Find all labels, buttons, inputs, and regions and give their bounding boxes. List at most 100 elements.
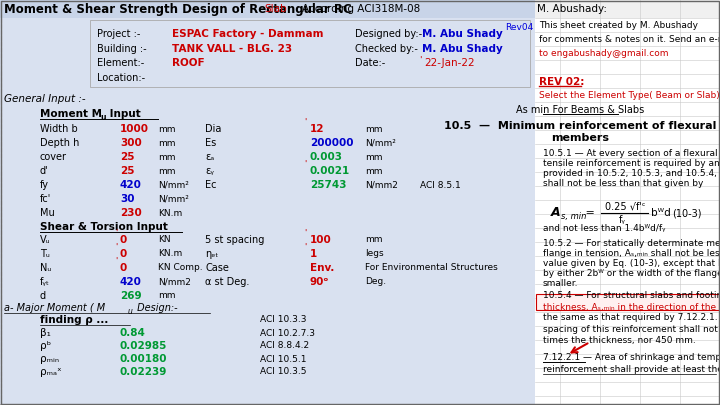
Text: 10.5.1 — At every section of a flexural member where: 10.5.1 — At every section of a flexural …: [543, 149, 720, 158]
Text: 0.003: 0.003: [310, 152, 343, 162]
Text: N/mm²: N/mm²: [158, 194, 189, 203]
Text: a- Major Moment ( M: a- Major Moment ( M: [4, 303, 105, 313]
Text: 90ᵒ: 90ᵒ: [310, 277, 329, 287]
Text: 300: 300: [120, 138, 142, 148]
Text: ': ': [304, 228, 306, 237]
Text: ACI 10.3.3: ACI 10.3.3: [260, 315, 307, 324]
Text: Slab: Slab: [264, 4, 287, 14]
Text: 0.84: 0.84: [120, 328, 146, 338]
Text: ACI 8.5.1: ACI 8.5.1: [420, 181, 461, 190]
Text: d: d: [40, 291, 46, 301]
Text: d': d': [40, 166, 49, 176]
Text: Width b: Width b: [40, 124, 78, 134]
Text: 5 st spacing: 5 st spacing: [205, 235, 264, 245]
Text: fᵧ: fᵧ: [619, 215, 626, 225]
Text: ROOF: ROOF: [172, 58, 204, 68]
Text: 10.5  —  Minimum reinforcement of flexural: 10.5 — Minimum reinforcement of flexural: [444, 121, 716, 131]
Text: flange in tension, Aₛ,ₘᵢₙ shall not be less than the: flange in tension, Aₛ,ₘᵢₙ shall not be l…: [543, 249, 720, 258]
Text: Depth h: Depth h: [40, 138, 79, 148]
Text: spacing of this reinforcement shall not exceed three: spacing of this reinforcement shall not …: [543, 324, 720, 333]
Text: by either 2bᵂ or the width of the flange, whichever is: by either 2bᵂ or the width of the flange…: [543, 269, 720, 277]
Text: mm: mm: [365, 235, 382, 245]
Text: s, min: s, min: [561, 213, 586, 222]
Text: (10-3): (10-3): [672, 208, 701, 218]
Text: Case: Case: [205, 263, 229, 273]
Text: 0.0021: 0.0021: [310, 166, 350, 176]
Text: ': ': [419, 55, 421, 64]
Text: fy: fy: [40, 180, 49, 190]
Text: Mu: Mu: [40, 208, 55, 218]
Text: Design:-: Design:-: [134, 303, 178, 313]
Text: fc': fc': [40, 194, 51, 204]
Text: ACI 10.2.7.3: ACI 10.2.7.3: [260, 328, 315, 337]
Text: M. Abu Shady: M. Abu Shady: [422, 44, 503, 54]
Text: mm: mm: [365, 166, 382, 175]
Text: 25: 25: [120, 166, 135, 176]
Text: KN Comp.: KN Comp.: [158, 264, 202, 273]
Text: Building :-: Building :-: [97, 44, 147, 54]
Text: and not less than 1.4bᵂd/fᵧ: and not less than 1.4bᵂd/fᵧ: [543, 224, 665, 232]
Text: 10.5.4 — For structural slabs and footings of uniform: 10.5.4 — For structural slabs and footin…: [543, 292, 720, 301]
Text: ρᵇ: ρᵇ: [40, 341, 51, 351]
Text: For Environmental Structures: For Environmental Structures: [365, 264, 498, 273]
Text: to engabushady@gmail.com: to engabushady@gmail.com: [539, 49, 668, 58]
Text: mm: mm: [158, 124, 176, 134]
Text: General Input :-: General Input :-: [4, 94, 86, 104]
Text: mm: mm: [158, 139, 176, 147]
Text: 1000: 1000: [120, 124, 149, 134]
Text: M. Abushady:: M. Abushady:: [537, 4, 607, 14]
Text: Dia: Dia: [205, 124, 221, 134]
Text: for comments & notes on it. Send an e-mail: for comments & notes on it. Send an e-ma…: [539, 36, 720, 45]
Text: 100: 100: [310, 235, 332, 245]
Text: times the thickness, nor 450 mm.: times the thickness, nor 450 mm.: [543, 335, 696, 345]
Text: 0: 0: [120, 263, 127, 273]
Text: Element:-: Element:-: [97, 58, 144, 68]
Text: Rev04: Rev04: [505, 23, 534, 32]
Text: Date:-: Date:-: [355, 58, 385, 68]
Text: As min For Beams & Slabs: As min For Beams & Slabs: [516, 105, 644, 115]
Text: N/mm2: N/mm2: [158, 277, 191, 286]
Text: 7.12.2.1 — Area of shrinkage and temperature: 7.12.2.1 — Area of shrinkage and tempera…: [543, 354, 720, 362]
Text: finding ρ ...: finding ρ ...: [40, 315, 109, 325]
Text: ESPAC Factory - Dammam: ESPAC Factory - Dammam: [172, 29, 323, 39]
Text: β₁: β₁: [40, 328, 51, 338]
Text: ACI 10.3.5: ACI 10.3.5: [260, 367, 307, 377]
Text: ηₑₜ: ηₑₜ: [205, 249, 218, 259]
Text: 25743: 25743: [310, 180, 346, 190]
Text: KN: KN: [158, 235, 171, 245]
Text: ρₘᵢₙ: ρₘᵢₙ: [40, 354, 59, 364]
Text: Es: Es: [205, 138, 216, 148]
Text: Moment & Shear Strength Design of Rectangular RC: Moment & Shear Strength Design of Rectan…: [4, 2, 352, 15]
Text: 1: 1: [310, 249, 318, 259]
Text: εₐ: εₐ: [205, 152, 214, 162]
Text: =: =: [582, 208, 598, 218]
Text: Moment M: Moment M: [40, 109, 102, 119]
Text: 30: 30: [120, 194, 135, 204]
Text: N/mm²: N/mm²: [365, 139, 396, 147]
Text: ': ': [304, 117, 306, 126]
Text: A: A: [551, 207, 561, 220]
Text: ': ': [304, 160, 306, 168]
Text: KN.m: KN.m: [158, 209, 182, 217]
Text: 0.00180: 0.00180: [120, 354, 168, 364]
Bar: [0, 0, 535, 18]
Text: u: u: [100, 113, 106, 121]
Text: KN.m: KN.m: [158, 249, 182, 258]
Text: 0: 0: [120, 249, 127, 259]
Text: fᵧₜ: fᵧₜ: [40, 277, 50, 287]
Text: value given by Eq. (10-3), except that bᵂ is replaced: value given by Eq. (10-3), except that b…: [543, 258, 720, 267]
Text: reinforcement shall provide at least the following ratios: reinforcement shall provide at least the…: [543, 365, 720, 375]
Text: smaller.: smaller.: [543, 279, 578, 288]
Text: provided in 10.5.2, 10.5.3, and 10.5.4, Aₛ provided: provided in 10.5.2, 10.5.3, and 10.5.4, …: [543, 168, 720, 177]
Text: Ec: Ec: [205, 180, 217, 190]
Text: ACI 10.5.1: ACI 10.5.1: [260, 354, 307, 364]
Text: 25: 25: [120, 152, 135, 162]
Text: 12: 12: [310, 124, 325, 134]
Text: Shear & Torsion Input: Shear & Torsion Input: [40, 222, 168, 232]
Text: Deg.: Deg.: [365, 277, 386, 286]
Bar: [535, 0, 720, 405]
Text: N/mm²: N/mm²: [158, 181, 189, 190]
Text: thickness, Aₛ,ₘᵢₙ in the direction of the span shall be: thickness, Aₛ,ₘᵢₙ in the direction of th…: [543, 303, 720, 311]
Text: REV 02:: REV 02:: [539, 77, 585, 87]
Text: members: members: [551, 133, 609, 143]
